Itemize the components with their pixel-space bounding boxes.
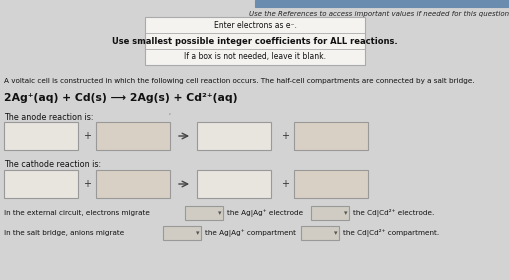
Bar — [300, 226, 338, 240]
Text: The cathode reaction is:: The cathode reaction is: — [4, 160, 101, 169]
Bar — [96, 170, 169, 198]
Bar — [254, 0, 509, 7]
Bar — [293, 122, 367, 150]
Bar — [196, 170, 270, 198]
Text: A voltaic cell is constructed in which the following cell reaction occurs. The h: A voltaic cell is constructed in which t… — [4, 78, 474, 84]
Text: Enter electrons as e⁻.: Enter electrons as e⁻. — [213, 20, 296, 29]
Text: Use smallest possible integer coefficients for ALL reactions.: Use smallest possible integer coefficien… — [112, 36, 397, 45]
Text: In the external circuit, electrons migrate: In the external circuit, electrons migra… — [4, 210, 150, 216]
Text: +: + — [280, 179, 289, 189]
Bar — [163, 226, 201, 240]
Text: Use the References to access important values if needed for this question.: Use the References to access important v… — [248, 11, 509, 17]
Bar — [293, 170, 367, 198]
Bar — [310, 206, 348, 220]
Text: the Cd|Cd²⁺ compartment.: the Cd|Cd²⁺ compartment. — [343, 229, 438, 237]
Text: ▾: ▾ — [217, 210, 220, 216]
Bar — [185, 206, 222, 220]
Bar — [196, 122, 270, 150]
Text: ▾: ▾ — [343, 210, 346, 216]
Text: the Ag|Ag⁺ compartment: the Ag|Ag⁺ compartment — [205, 229, 295, 237]
Text: In the salt bridge, anions migrate: In the salt bridge, anions migrate — [4, 230, 124, 236]
Text: +: + — [280, 131, 289, 141]
Text: ▾: ▾ — [195, 230, 199, 236]
Text: If a box is not needed, leave it blank.: If a box is not needed, leave it blank. — [184, 53, 325, 62]
Bar — [4, 122, 78, 150]
Bar — [145, 17, 364, 65]
Text: ▾: ▾ — [333, 230, 336, 236]
Text: the Cd|Cd²⁺ electrode.: the Cd|Cd²⁺ electrode. — [352, 209, 433, 217]
Text: +: + — [83, 179, 91, 189]
Bar — [4, 170, 78, 198]
Text: ʹ: ʹ — [167, 114, 169, 120]
Text: the Ag|Ag⁺ electrode: the Ag|Ag⁺ electrode — [227, 209, 302, 217]
Text: +: + — [83, 131, 91, 141]
Text: The anode reaction is:: The anode reaction is: — [4, 113, 93, 122]
Bar — [96, 122, 169, 150]
Text: 2Ag⁺(aq) + Cd(s) ⟶ 2Ag(s) + Cd²⁺(aq): 2Ag⁺(aq) + Cd(s) ⟶ 2Ag(s) + Cd²⁺(aq) — [4, 93, 237, 103]
